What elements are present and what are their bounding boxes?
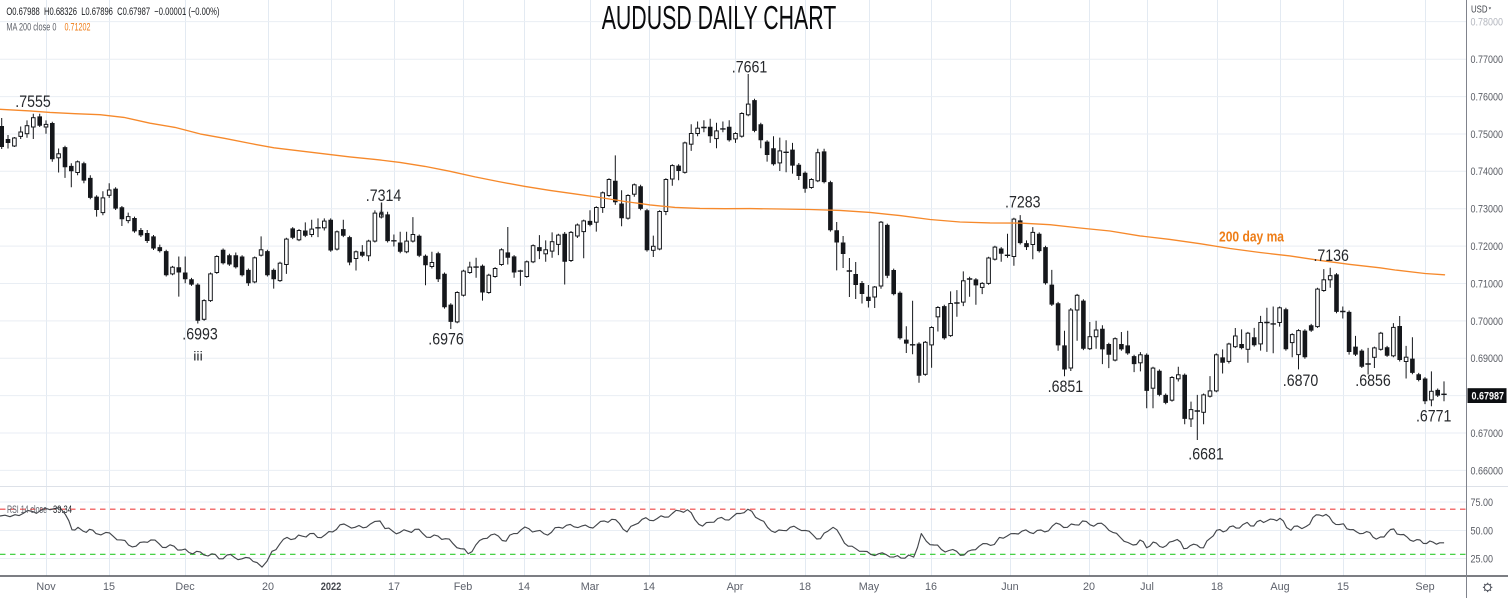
svg-text:0.69000: 0.69000 (1471, 353, 1504, 365)
svg-text:0.73000: 0.73000 (1471, 204, 1504, 216)
svg-text:.6771: .6771 (1416, 408, 1452, 426)
svg-text:17: 17 (388, 581, 400, 593)
svg-text:0.71202: 0.71202 (65, 22, 91, 34)
svg-text:0.75000: 0.75000 (1471, 129, 1504, 141)
svg-text:Jun: Jun (1001, 581, 1018, 593)
svg-text:0.67000: 0.67000 (1471, 428, 1504, 440)
svg-text:.6870: .6870 (1283, 372, 1319, 390)
svg-text:200 day ma: 200 day ma (1219, 230, 1285, 246)
svg-text:.6681: .6681 (1188, 446, 1224, 464)
svg-text:14: 14 (643, 581, 655, 593)
svg-text:0.70000: 0.70000 (1471, 316, 1504, 328)
svg-text:Apr: Apr (727, 581, 744, 593)
svg-text:15: 15 (103, 581, 115, 593)
svg-text:.7661: .7661 (732, 59, 768, 77)
svg-text:.7314: .7314 (366, 187, 402, 205)
svg-text:15: 15 (1337, 581, 1349, 593)
svg-text:0.67987: 0.67987 (1472, 391, 1505, 403)
svg-text:USD: USD (1471, 4, 1488, 16)
svg-text:iii: iii (193, 350, 203, 364)
svg-text:25.00: 25.00 (1471, 553, 1494, 565)
svg-text:RSI 14 close: RSI 14 close (7, 504, 47, 516)
svg-text:39.34: 39.34 (53, 504, 72, 516)
svg-text:20: 20 (1083, 581, 1095, 593)
svg-text:0.77000: 0.77000 (1471, 54, 1504, 66)
svg-text:Mar: Mar (581, 581, 600, 593)
svg-text:0.78000: 0.78000 (1471, 17, 1504, 29)
svg-text:.7283: .7283 (1005, 194, 1041, 212)
svg-text:Nov: Nov (36, 581, 56, 593)
svg-text:Feb: Feb (454, 581, 473, 593)
svg-text:14: 14 (518, 581, 530, 593)
svg-text:0.66000: 0.66000 (1471, 465, 1504, 477)
svg-text:18: 18 (799, 581, 811, 593)
svg-text:Jul: Jul (1140, 581, 1154, 593)
svg-text:AUDUSD DAILY CHART: AUDUSD DAILY CHART (602, 0, 837, 36)
svg-text:.7136: .7136 (1313, 247, 1349, 265)
svg-text:.6976: .6976 (428, 331, 464, 349)
svg-text:O0.67988 H0.68326 L0.67896: O0.67988 H0.68326 L0.67896 C0.67987 −0.0… (6, 6, 219, 18)
svg-text:MA 200 close 0: MA 200 close 0 (6, 22, 56, 34)
svg-text:20: 20 (262, 581, 274, 593)
svg-text:.7555: .7555 (15, 93, 51, 111)
svg-text:0.72000: 0.72000 (1471, 241, 1504, 253)
svg-text:.6993: .6993 (182, 326, 218, 344)
svg-text:Aug: Aug (1270, 581, 1289, 593)
svg-text:0.74000: 0.74000 (1471, 166, 1504, 178)
svg-text:75.00: 75.00 (1471, 497, 1494, 509)
svg-text:0.76000: 0.76000 (1471, 92, 1504, 104)
svg-text:2022: 2022 (321, 581, 342, 593)
svg-text:.6856: .6856 (1355, 372, 1391, 390)
svg-text:16: 16 (925, 581, 937, 593)
svg-text:0.71000: 0.71000 (1471, 278, 1504, 290)
svg-text:May: May (859, 581, 880, 593)
svg-text:.6851: .6851 (1048, 378, 1084, 396)
svg-text:18: 18 (1211, 581, 1223, 593)
svg-text:50.00: 50.00 (1471, 525, 1494, 537)
svg-text:Dec: Dec (175, 581, 195, 593)
svg-text:Sep: Sep (1415, 581, 1434, 593)
